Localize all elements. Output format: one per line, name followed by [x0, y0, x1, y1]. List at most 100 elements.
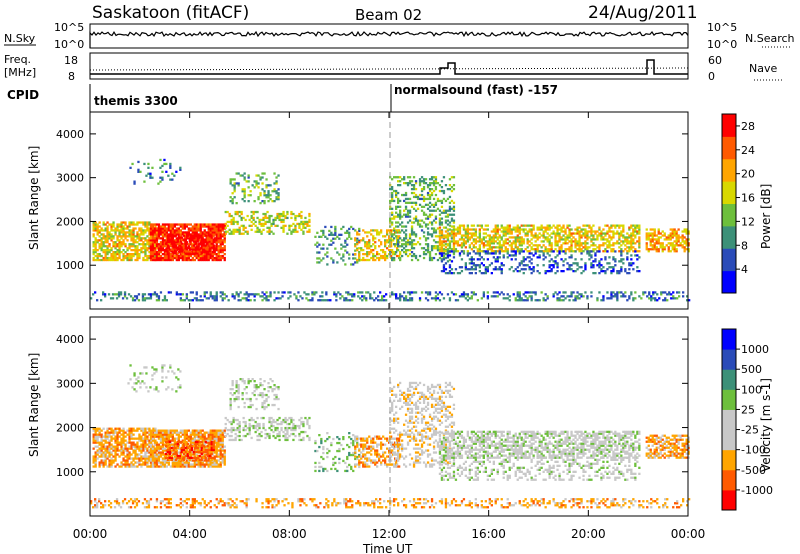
power-cell: [528, 230, 531, 233]
power-cell: [124, 231, 127, 234]
power-cell: [396, 254, 399, 258]
power-cell: [556, 297, 559, 300]
power-cell: [628, 295, 631, 298]
power-cell: [256, 210, 259, 214]
power-cell: [562, 295, 565, 298]
power-cell: [546, 224, 549, 227]
power-cell: [179, 256, 182, 260]
power-cell: [138, 253, 141, 256]
power-cell: [478, 224, 481, 227]
power-cell: [460, 236, 464, 239]
power-cell: [182, 238, 185, 241]
velocity-cell: [161, 429, 165, 432]
power-cell: [132, 253, 135, 256]
power-cell: [404, 193, 408, 197]
power-cell: [661, 244, 664, 247]
velocity-cell: [167, 429, 170, 432]
power-cell: [177, 256, 180, 260]
power-cell: [183, 256, 186, 260]
power-cell: [460, 270, 464, 273]
velocity-cell: [108, 443, 111, 446]
power-cell: [217, 253, 220, 256]
power-cell: [146, 241, 149, 244]
power-cell: [632, 232, 635, 235]
power-cell: [209, 227, 212, 230]
power-cell: [626, 299, 629, 302]
power-cell: [209, 225, 212, 228]
cpid-second-mode: normalsound (fast) -157: [394, 83, 558, 97]
power-cell: [161, 223, 165, 226]
power-cell: [377, 299, 380, 302]
power-cell: [268, 232, 271, 235]
power-cell: [155, 237, 159, 240]
power-cell: [102, 249, 105, 252]
power-cell: [217, 245, 220, 248]
power-cell: [612, 248, 615, 251]
power-cell: [476, 236, 479, 239]
power-cell: [372, 235, 375, 238]
power-cell: [436, 197, 440, 201]
power-cell: [257, 196, 260, 199]
power-cell: [458, 252, 462, 255]
power-cell: [530, 268, 533, 271]
velocity-cell: [144, 447, 147, 450]
power-cell: [145, 297, 149, 300]
power-cell: [257, 186, 260, 189]
power-cell: [582, 232, 585, 235]
velocity-cell: [116, 441, 119, 444]
power-cell: [446, 232, 450, 235]
power-cell: [566, 262, 569, 265]
power-cell: [349, 293, 352, 296]
power-cell: [624, 291, 627, 294]
velocity-cell: [146, 455, 149, 458]
power-cell: [140, 251, 143, 254]
power-cell: [512, 293, 515, 296]
power-cell: [536, 228, 539, 231]
power-cell: [94, 247, 97, 250]
velocity-cell: [96, 439, 99, 442]
power-cell: [161, 253, 165, 256]
power-cell: [580, 230, 583, 233]
power-cell: [174, 250, 177, 253]
power-cell: [332, 237, 335, 240]
power-cell: [538, 228, 541, 231]
power-cell: [408, 176, 412, 179]
power-cell: [450, 232, 454, 235]
power-cell: [444, 226, 448, 229]
power-cell: [389, 199, 392, 203]
power-cell: [321, 295, 324, 298]
power-cell: [490, 240, 493, 243]
power-cell: [146, 227, 149, 230]
power-cell: [592, 236, 595, 239]
power-cell: [219, 258, 222, 262]
power-cell: [397, 205, 400, 208]
power-cell: [470, 262, 473, 265]
power-cell: [397, 191, 400, 195]
power-cell: [179, 233, 182, 236]
power-cell: [146, 221, 149, 224]
power-cell: [144, 229, 147, 232]
power-cell: [610, 238, 613, 241]
power-cell: [261, 172, 264, 175]
power-cell: [300, 214, 303, 218]
power-cell: [424, 197, 428, 201]
power-cell: [540, 250, 543, 253]
power-cell: [610, 244, 613, 247]
power-cell: [436, 241, 440, 244]
power-cell: [687, 250, 690, 253]
power-cell: [596, 230, 599, 233]
power-cell: [386, 229, 389, 232]
power-cell: [307, 293, 310, 296]
power-cell: [494, 240, 497, 243]
power-cell: [308, 220, 311, 224]
power-cell: [450, 272, 454, 275]
power-cell: [440, 248, 444, 251]
power-cell: [197, 258, 200, 262]
power-cell: [275, 190, 278, 193]
power-cell: [273, 200, 276, 203]
power-cell: [361, 299, 364, 302]
velocity-cell: [110, 447, 113, 450]
power-cell: [518, 240, 521, 243]
power-cell: [332, 261, 335, 264]
power-cell: [442, 258, 446, 261]
